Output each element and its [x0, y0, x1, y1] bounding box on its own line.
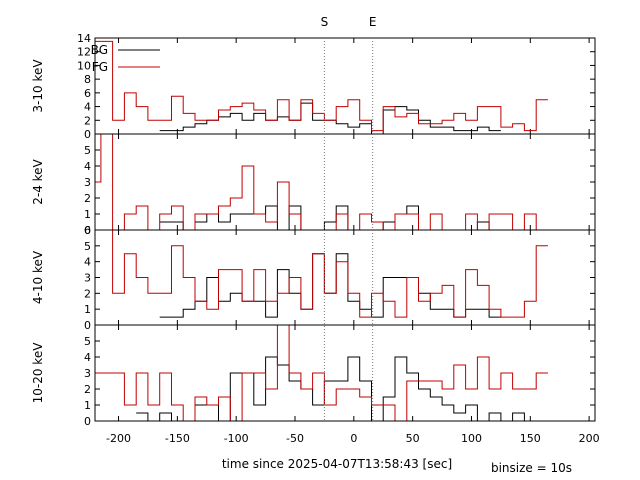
y-tick-label: 8: [84, 73, 91, 86]
y-tick-label: 0: [84, 319, 91, 332]
legend: BG FG: [91, 43, 160, 74]
y-tick-label: 2: [84, 114, 91, 127]
y-tick-label: 0: [84, 415, 91, 428]
panel-2: 0 1 2 3 4 5 2-4 keV: [31, 133, 596, 237]
panel-frame: [94, 133, 596, 231]
x-tick-label: 0: [350, 432, 357, 445]
y-axis-label: 4-10 keV: [31, 250, 45, 304]
y-tick-label: 4: [84, 256, 91, 269]
x-tick-label: 150: [520, 432, 541, 445]
x-tick-label: -150: [165, 432, 190, 445]
x-tick-label: 100: [461, 432, 482, 445]
y-tick-label: 6: [84, 87, 91, 100]
y-tick-label: 4: [84, 351, 91, 364]
panel-frame: [94, 37, 596, 135]
marker-label-e: E: [369, 15, 377, 29]
y-tick-label: 0: [84, 224, 91, 237]
fg-series-line: [95, 324, 548, 422]
y-axis-label: 3-10 keV: [31, 59, 45, 113]
y-tick-label: 4: [84, 101, 91, 114]
y-tick-label: 1: [84, 303, 91, 316]
x-tick-label: -50: [286, 432, 304, 445]
y-tick-label: 3: [84, 272, 91, 285]
bg-series-line: [159, 102, 501, 135]
y-tick-label: 1: [84, 208, 91, 221]
panel-frame: [94, 229, 596, 326]
y-tick-label: 6: [84, 224, 91, 237]
y-tick-label: 3: [84, 367, 91, 380]
y-tick-label: 14: [77, 32, 91, 45]
y-tick-label: 5: [84, 335, 91, 348]
x-tick-label: 200: [579, 432, 600, 445]
y-tick-label: 2: [84, 192, 91, 205]
y-tick-label: 5: [84, 240, 91, 253]
legend-label-fg: FG: [92, 60, 108, 74]
y-tick-label: 3: [84, 176, 91, 189]
panel-4: 0 1 2 3 4 5 10-20 keV: [31, 324, 596, 428]
panel-3: 0 1 2 3 4 5 6 4-10 keV: [31, 224, 596, 332]
fg-series-line: [95, 133, 548, 231]
y-tick-label: 10: [77, 59, 91, 72]
fg-series-line: [95, 40, 548, 132]
y-axis-label: 10-20 keV: [31, 342, 45, 404]
binsize-label: binsize = 10s: [491, 461, 572, 475]
y-tick-label: 5: [84, 144, 91, 157]
y-axis-label: 2-4 keV: [31, 158, 45, 204]
y-tick-label: 1: [84, 399, 91, 412]
x-tick-label: -200: [106, 432, 131, 445]
legend-label-bg: BG: [91, 43, 108, 57]
y-tick-label: 12: [77, 46, 91, 59]
x-tick-label: -100: [224, 432, 249, 445]
y-tick-label: 0: [84, 128, 91, 141]
panel-frame: [94, 324, 596, 422]
x-tick-label: 50: [406, 432, 420, 445]
y-tick-label: 2: [84, 287, 91, 300]
y-tick-label: 2: [84, 383, 91, 396]
x-axis-label: time since 2025-04-07T13:58:43 [sec]: [222, 457, 452, 471]
y-tick-label: 4: [84, 160, 91, 173]
marker-label-s: S: [321, 15, 329, 29]
x-tick-labels: -200 -150 -100 -50 0 50 100 150 200: [106, 432, 600, 445]
fg-series-line: [95, 229, 548, 318]
